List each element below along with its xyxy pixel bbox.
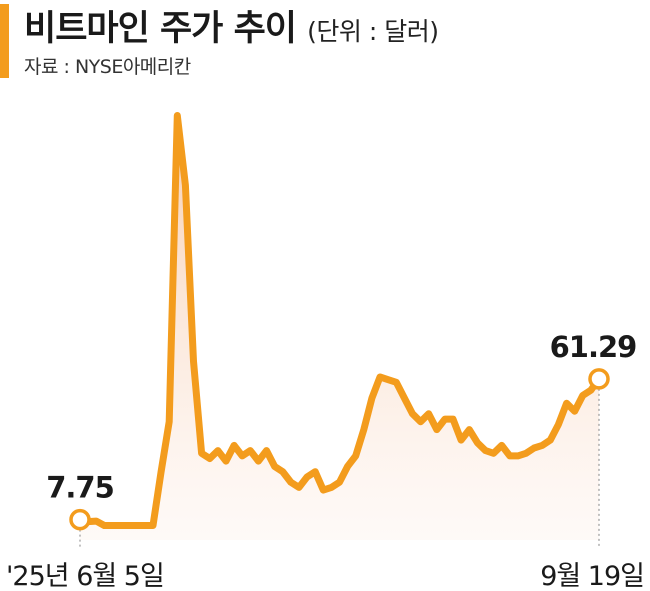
end-value-label: 61.29	[550, 330, 637, 364]
chart-title: 비트마인 주가 추이 (단위 : 달러)	[24, 0, 439, 51]
chart-title-text: 비트마인 주가 추이	[24, 9, 297, 49]
title-accent-bar	[0, 4, 9, 78]
price-line	[76, 112, 603, 529]
end-point-marker	[588, 368, 610, 390]
x-end-label: 9월 19일	[540, 561, 644, 591]
start-point-marker	[69, 508, 91, 531]
source-label: 자료 : NYSE아메리칸	[24, 56, 191, 78]
start-value-label: 7.75	[46, 471, 114, 505]
unit-label: (단위 : 달러)	[307, 17, 439, 46]
x-start-label: '25년 6월 5일	[6, 561, 164, 591]
